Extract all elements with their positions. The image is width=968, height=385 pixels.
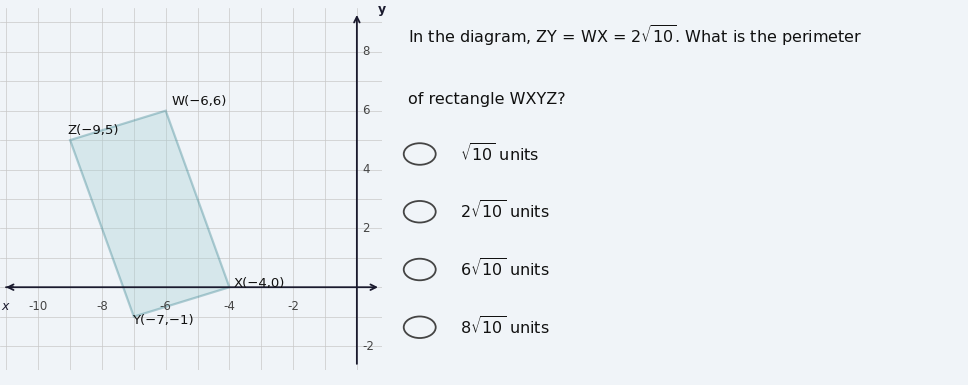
- Text: $6\sqrt{10}$ units: $6\sqrt{10}$ units: [460, 258, 550, 280]
- Text: 4: 4: [363, 163, 370, 176]
- Text: of rectangle WXYZ?: of rectangle WXYZ?: [408, 92, 566, 107]
- Text: -10: -10: [29, 300, 47, 313]
- Text: -8: -8: [96, 300, 107, 313]
- Text: -2: -2: [363, 340, 375, 353]
- Text: Y(−7,−1): Y(−7,−1): [133, 314, 194, 327]
- Text: -4: -4: [224, 300, 235, 313]
- Text: -2: -2: [287, 300, 299, 313]
- Text: $\sqrt{10}$ units: $\sqrt{10}$ units: [460, 142, 539, 164]
- Text: -6: -6: [160, 300, 171, 313]
- Text: X(−4,0): X(−4,0): [233, 276, 285, 290]
- Text: 6: 6: [363, 104, 370, 117]
- Text: $8\sqrt{10}$ units: $8\sqrt{10}$ units: [460, 316, 550, 338]
- Text: 2: 2: [363, 222, 370, 235]
- Text: $2\sqrt{10}$ units: $2\sqrt{10}$ units: [460, 200, 550, 222]
- Text: W(−6,6): W(−6,6): [172, 95, 227, 108]
- Text: x: x: [1, 300, 9, 313]
- Polygon shape: [70, 110, 229, 316]
- Text: Z(−9,5): Z(−9,5): [67, 124, 118, 137]
- Text: 8: 8: [363, 45, 370, 59]
- Text: y: y: [378, 3, 385, 16]
- Text: In the diagram, ZY = WX = 2$\sqrt{10}$. What is the perimeter: In the diagram, ZY = WX = 2$\sqrt{10}$. …: [408, 23, 862, 48]
